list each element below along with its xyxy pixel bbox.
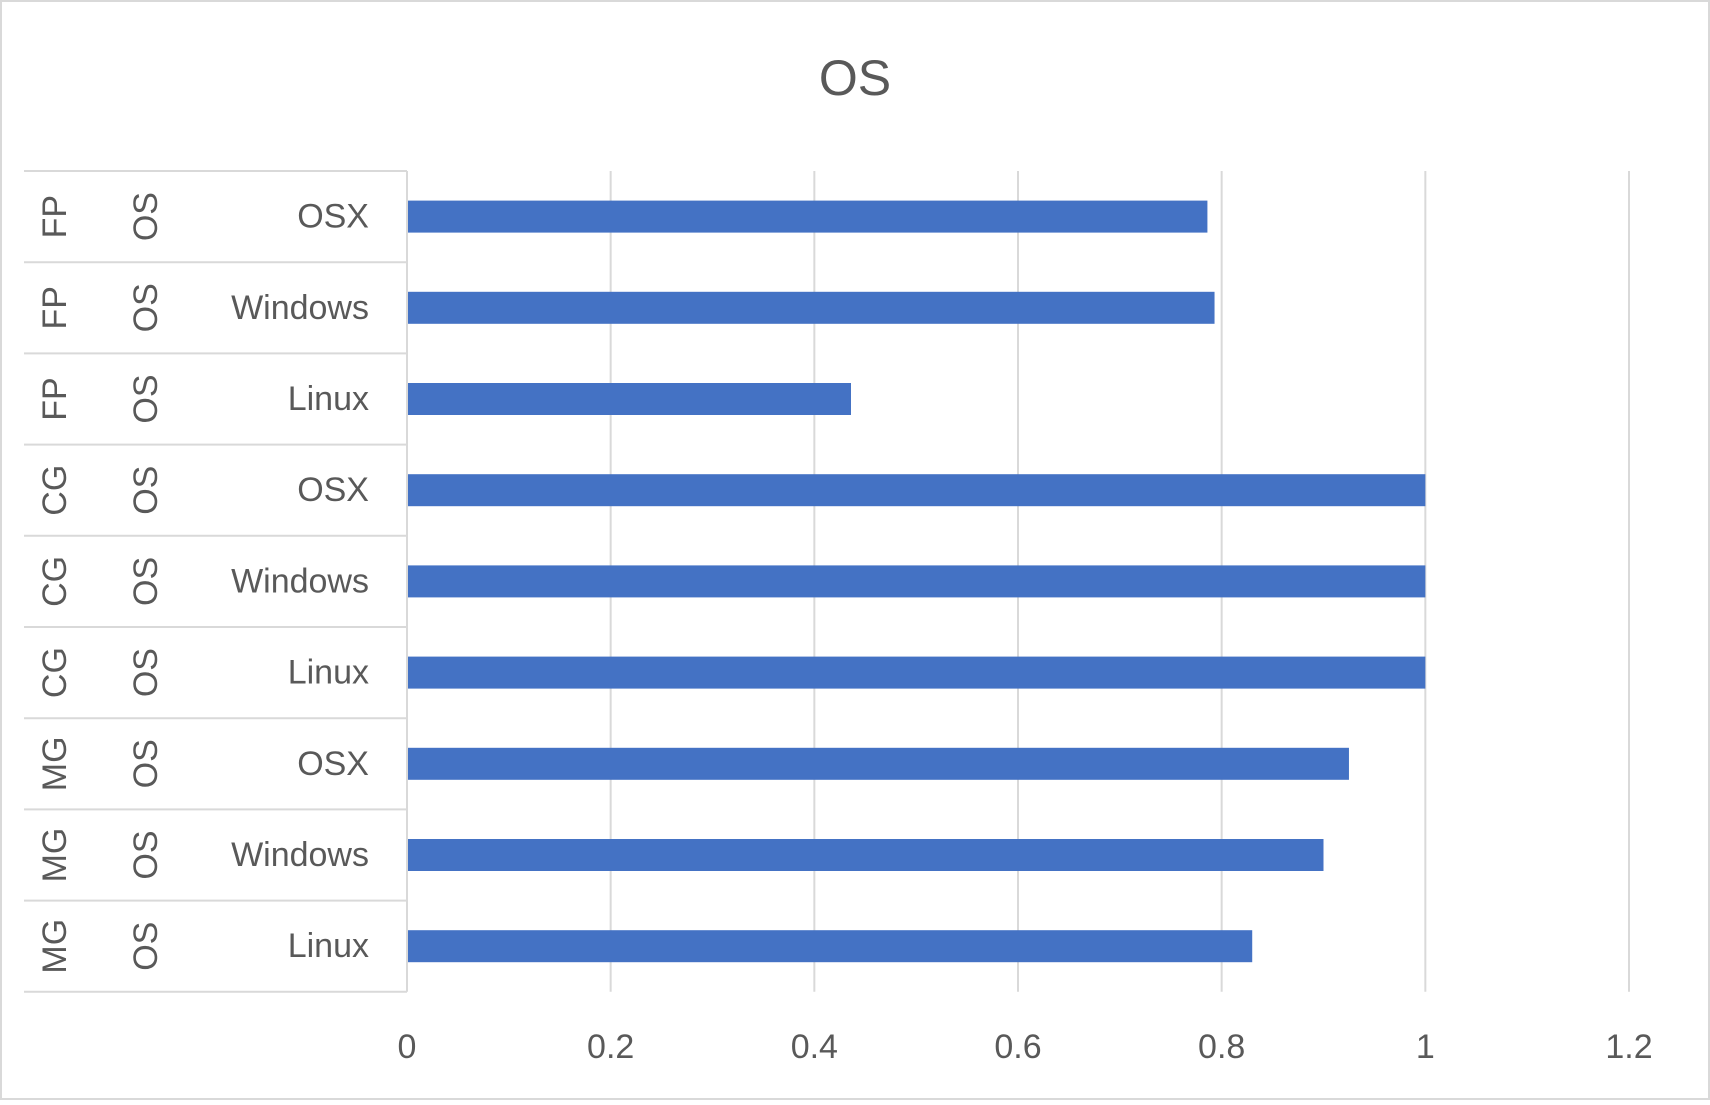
- category-subgroup-label: OS: [127, 922, 165, 971]
- category-label: Windows: [231, 289, 369, 327]
- chart-title: OS: [819, 50, 891, 106]
- category-group-label: FP: [36, 377, 74, 420]
- x-tick-label: 0.4: [791, 1028, 838, 1066]
- category-subgroup-label: OS: [127, 557, 165, 606]
- x-tick-label: 0.6: [994, 1028, 1041, 1066]
- category-subgroup-label: OS: [127, 648, 165, 697]
- bar: [408, 291, 1215, 324]
- category-group-label: CG: [36, 647, 74, 698]
- category-group-label: FP: [36, 286, 74, 329]
- bar: [408, 565, 1426, 598]
- category-group-label: FP: [36, 195, 74, 238]
- category-subgroup-label: OS: [127, 192, 165, 241]
- category-subgroup-label: OS: [127, 739, 165, 788]
- x-tick-label: 1.2: [1605, 1028, 1652, 1066]
- x-tick-label: 1: [1416, 1028, 1435, 1066]
- bar: [408, 747, 1349, 780]
- category-group-label: MG: [36, 828, 74, 883]
- x-tick-label: 0.2: [587, 1028, 634, 1066]
- bar: [408, 383, 851, 415]
- category-group-label: CG: [36, 465, 74, 516]
- x-axis-ticks: 0 0.2 0.4 0.6 0.8 1 1.2: [398, 1028, 1653, 1066]
- category-label: Windows: [231, 562, 369, 600]
- bar: [408, 839, 1324, 871]
- category-label: Linux: [288, 654, 369, 692]
- category-group-label: MG: [36, 736, 74, 791]
- bar: [408, 474, 1426, 507]
- category-label: Windows: [231, 836, 369, 874]
- category-group-label: MG: [36, 919, 74, 974]
- category-label: OSX: [297, 745, 369, 783]
- category-subgroup-label: OS: [127, 830, 165, 879]
- bars: [408, 200, 1426, 963]
- bar: [408, 930, 1253, 963]
- category-subgroup-label: OS: [127, 466, 165, 515]
- category-label: Linux: [288, 927, 369, 965]
- category-group-label: CG: [36, 556, 74, 607]
- category-label: OSX: [297, 198, 369, 236]
- category-subgroup-label: OS: [127, 374, 165, 423]
- bar: [408, 656, 1426, 689]
- category-table: FP OS OSX FP OS Windows FP OS Linux CG OS OSX CG OS Wi…: [24, 170, 408, 993]
- bar: [408, 200, 1208, 233]
- category-label: OSX: [297, 471, 369, 509]
- category-subgroup-label: OS: [127, 283, 165, 332]
- x-tick-label: 0: [398, 1028, 417, 1066]
- category-label: Linux: [288, 380, 369, 418]
- x-tick-label: 0.8: [1198, 1028, 1245, 1066]
